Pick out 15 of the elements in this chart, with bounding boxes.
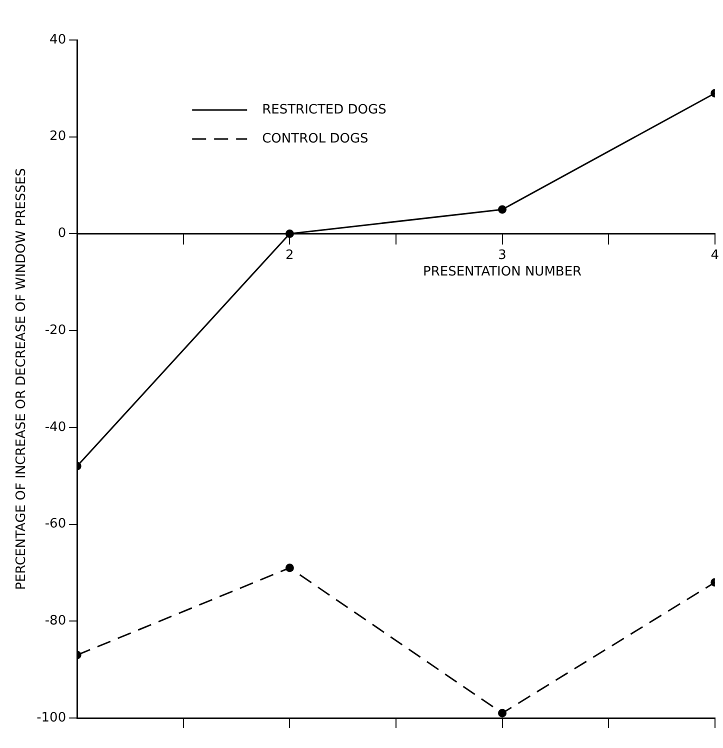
y-tick-label: 20 (50, 129, 66, 144)
x-tick-label: 3 (498, 248, 506, 263)
x-tick-label: 4 (710, 248, 720, 263)
x-tick-label: 2 (286, 248, 294, 263)
y-tick-label: -40 (44, 420, 66, 435)
y-tick-label: -20 (44, 322, 66, 338)
x-axis-title: PRESENTATION NUMBER (422, 264, 582, 280)
legend-label: CONTROL DOGS (262, 131, 368, 146)
y-tick-label: 0 (58, 226, 66, 242)
y-tick-label: 40 (50, 32, 66, 48)
y-tick-label: -60 (44, 516, 66, 532)
y-tick-label: -80 (44, 614, 66, 629)
y-axis-title: PERCENTAGE OF INCREASE OR DECREASE OF WINDOW PRESSES (14, 168, 30, 590)
y-tick-label: -100 (36, 710, 66, 726)
legend-label: RESTRICTED DOGS (262, 102, 386, 118)
